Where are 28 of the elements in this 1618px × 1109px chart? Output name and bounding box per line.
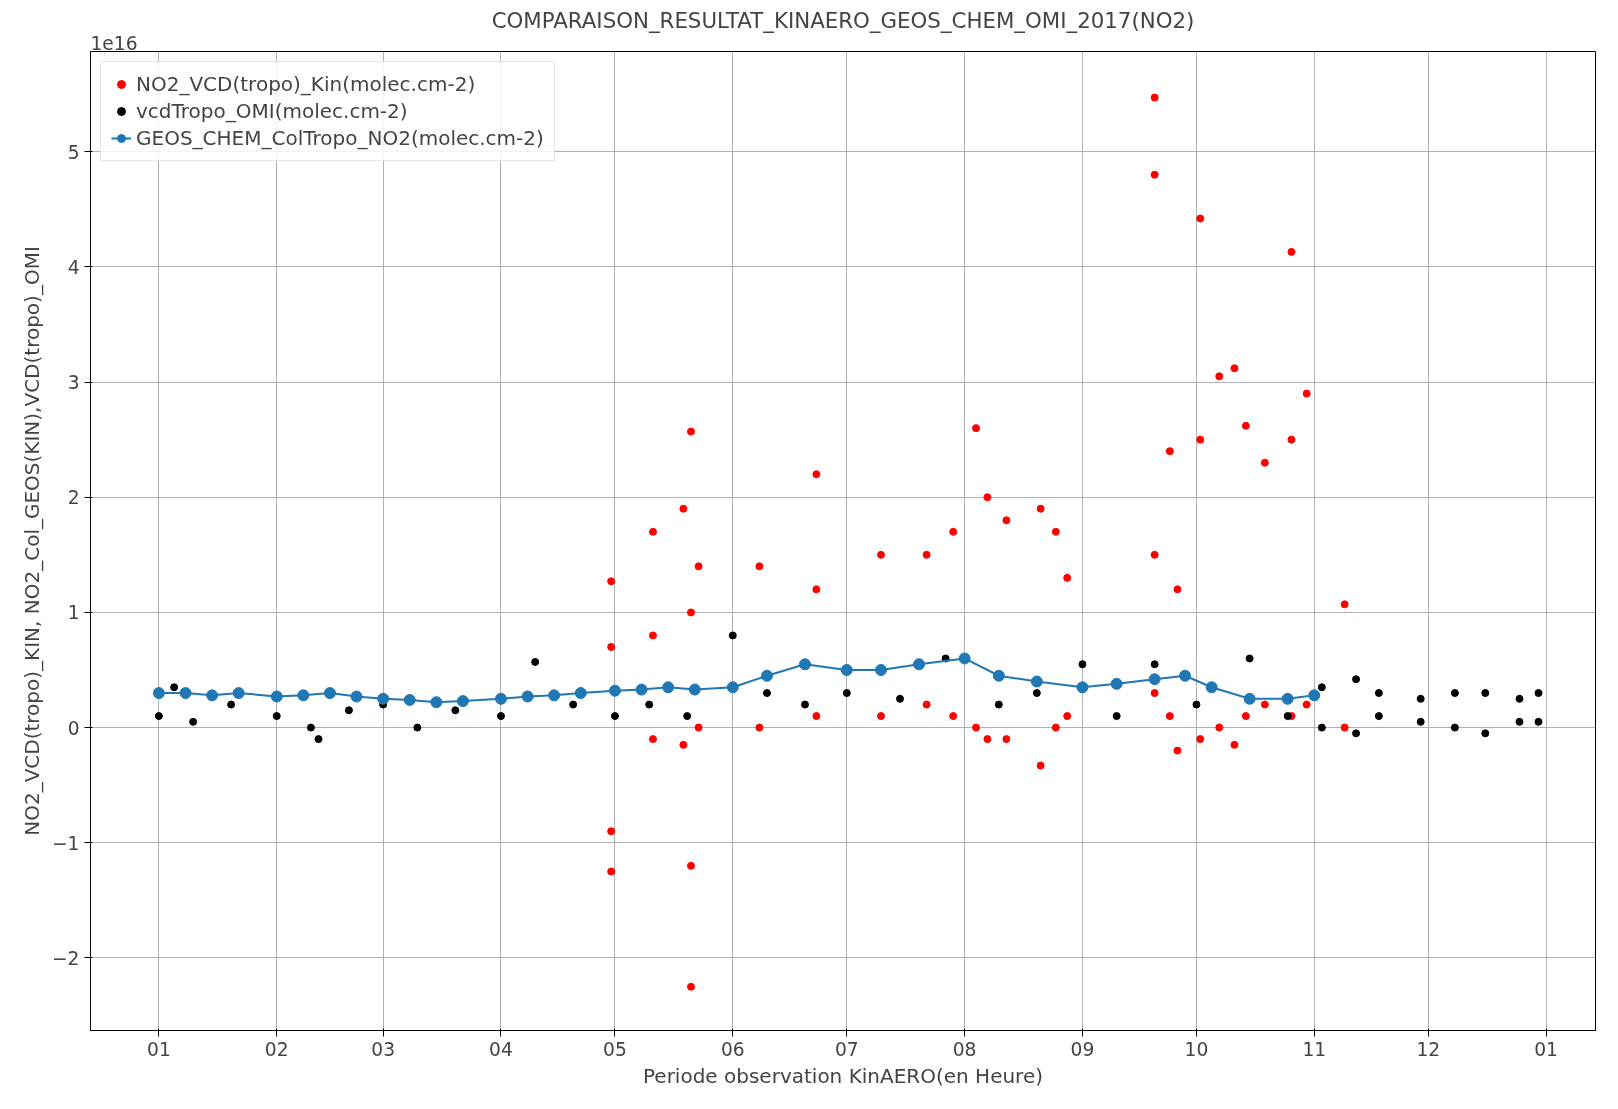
legend-label: vcdTropo_OMI(molec.cm-2) [136,99,408,123]
x-tick-label: 02 [264,1038,289,1060]
x-tick-label: 05 [603,1038,627,1060]
x-tick-label: 12 [1416,1038,1441,1060]
x-tick-label: 04 [489,1038,513,1060]
y-tick-label: 5 [67,141,80,163]
y-tick-label: 2 [67,487,80,509]
x-tick-label: 09 [1070,1038,1095,1060]
x-tick-label: 10 [1184,1038,1209,1060]
x-tick-label: 06 [720,1038,745,1060]
annotation: 1e16 [90,32,138,54]
y-tick-label: −2 [52,947,80,969]
y-tick-label: 1 [67,602,80,624]
chart-title: COMPARAISON_RESULTAT_KINAERO_GEOS_CHEM_OMI_2017(NO2) [491,7,1195,33]
y-axis-title: NO2_VCD(tropo)_KIN, NO2_Col_GEOS(KIN),VCD(tropo)_OMI [20,246,44,836]
y-tick-label: 0 [67,717,80,739]
y-tick-label: −1 [52,832,80,854]
x-tick-label: 03 [371,1038,396,1060]
x-tick-label: 11 [1302,1038,1327,1060]
y-tick-label: 3 [67,372,80,394]
x-axis-title: Periode observation KinAERO(en Heure) [642,1063,1044,1088]
legend-label: NO2_VCD(tropo)_Kin(molec.cm-2) [136,72,476,96]
legend-label: GEOS_CHEM_ColTropo_NO2(molec.cm-2) [136,126,544,150]
x-tick-label: 07 [834,1038,859,1060]
x-tick-label: 08 [952,1038,977,1060]
x-tick-label: 01 [147,1038,171,1060]
x-tick-label: 01 [1534,1038,1558,1060]
y-tick-label: 4 [67,256,80,278]
